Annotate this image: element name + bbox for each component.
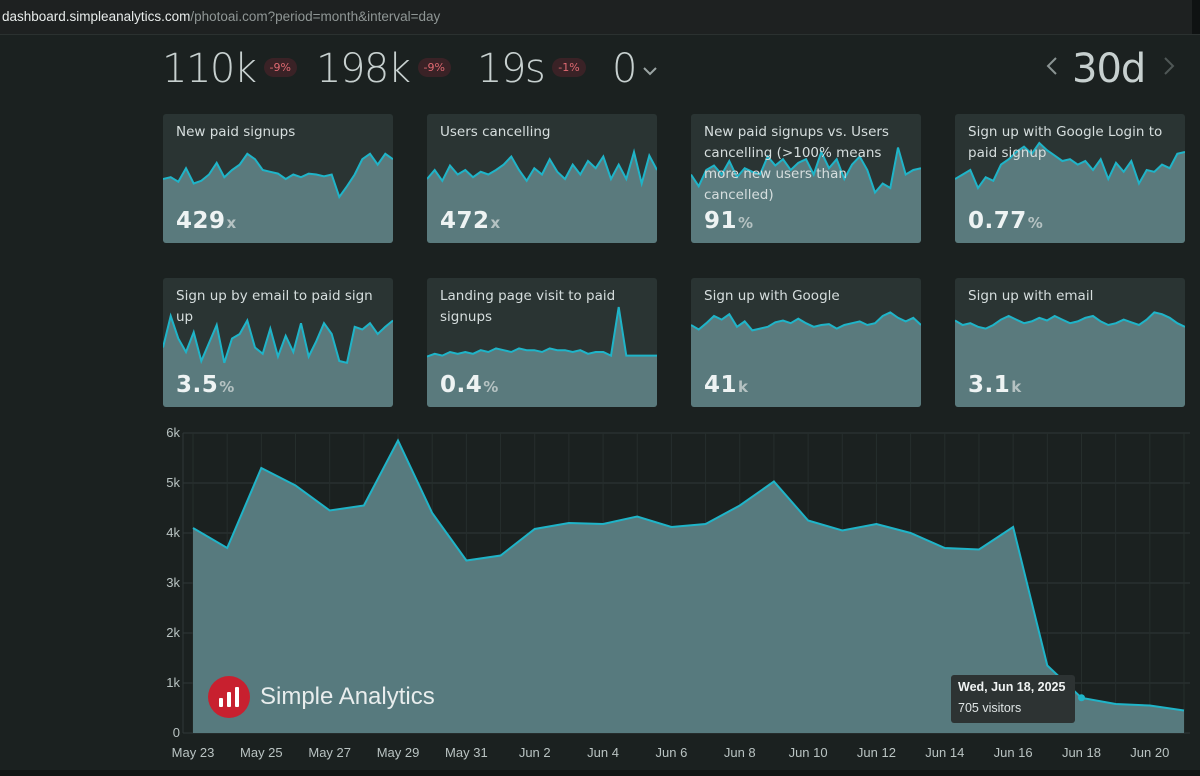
- goal-sparkline: [427, 148, 657, 243]
- goal-sparkline: [427, 306, 657, 407]
- goal-card[interactable]: Sign up with email 3.1k: [955, 278, 1185, 407]
- goal-card[interactable]: New paid signups 429x: [163, 114, 393, 243]
- sparkline-line: [691, 147, 921, 195]
- goal-card[interactable]: New paid signups vs. Users cancelling (>…: [691, 114, 921, 243]
- x-tick-label: May 29: [377, 745, 420, 760]
- goal-value: 429x: [176, 208, 237, 234]
- hover-point[interactable]: [1077, 694, 1085, 702]
- goal-title: Users cancelling: [440, 124, 551, 140]
- goal-sparkline: [163, 152, 393, 243]
- goal-title: Sign up by email to paid sign up: [176, 288, 373, 325]
- sparkline-area: [163, 316, 393, 407]
- x-tick-label: Jun 10: [789, 745, 828, 760]
- sparkline-line: [955, 311, 1185, 330]
- x-tick-label: May 25: [240, 745, 283, 760]
- x-tick-label: Jun 18: [1062, 745, 1101, 760]
- y-tick-label: 2k: [166, 625, 180, 640]
- y-tick-label: 5k: [166, 475, 180, 490]
- kpi-delta: -1%: [552, 57, 586, 77]
- x-tick-label: May 27: [308, 745, 351, 760]
- goal-value: 3.1k: [968, 372, 1022, 398]
- sparkline-line: [163, 312, 393, 365]
- y-tick-label: 6k: [166, 425, 180, 440]
- kpi-value: 0: [612, 46, 637, 92]
- goal-value: 472x: [440, 208, 501, 234]
- y-tick-label: 3k: [166, 575, 180, 590]
- goal-title: New paid signups: [176, 124, 296, 140]
- kpi-pageviews[interactable]: 110k -9%: [162, 44, 297, 94]
- kpi-value: 19s: [477, 46, 546, 92]
- x-tick-label: Jun 4: [587, 745, 619, 760]
- x-tick-label: Jun 2: [519, 745, 551, 760]
- goal-card[interactable]: Sign up with Google 41k: [691, 278, 921, 407]
- sparkline-area: [427, 307, 657, 407]
- period-selector: 30d: [1046, 44, 1175, 94]
- chevron-down-icon[interactable]: [642, 62, 658, 80]
- kpi-visitors[interactable]: 198k -9%: [316, 44, 451, 94]
- sparkline-line: [427, 148, 657, 188]
- chevron-left-icon[interactable]: [1046, 56, 1058, 82]
- x-tick-label: May 31: [445, 745, 488, 760]
- sparkline-line: [163, 152, 393, 200]
- kpi-delta: -9%: [263, 57, 297, 77]
- goal-sparkline: [955, 141, 1185, 243]
- goal-card[interactable]: Users cancelling 472x: [427, 114, 657, 243]
- chevron-right-icon[interactable]: [1163, 56, 1175, 82]
- tooltip-value: 705 visitors: [958, 701, 1022, 715]
- url-host: dashboard.simpleanalytics.com: [2, 9, 191, 24]
- goal-sparkline: [163, 312, 393, 407]
- kpi-value: 198k: [316, 46, 411, 92]
- sparkline-line: [427, 306, 657, 358]
- y-tick-label: 4k: [166, 525, 180, 540]
- kpi-delta: -9%: [417, 57, 451, 77]
- brand-watermark: Simple Analytics: [208, 676, 435, 718]
- x-tick-label: May 23: [172, 745, 215, 760]
- kpi-live[interactable]: 0: [612, 44, 658, 94]
- goal-sparkline: [691, 147, 921, 243]
- x-tick-label: Jun 8: [724, 745, 756, 760]
- window-bottom-edge: [0, 770, 1200, 776]
- goal-title: Sign up with email: [968, 288, 1094, 304]
- goal-value: 0.4%: [440, 372, 499, 398]
- goal-card[interactable]: Sign up with Google Login to paid signup…: [955, 114, 1185, 243]
- sparkline-line: [691, 311, 921, 332]
- x-tick-label: Jun 16: [994, 745, 1033, 760]
- goal-title: Landing page visit to paid signups: [440, 288, 616, 325]
- simple-analytics-logo-icon: [208, 676, 250, 718]
- y-tick-label: 1k: [166, 675, 180, 690]
- visitors-area: [193, 440, 1184, 733]
- sparkline-area: [163, 153, 393, 243]
- sparkline-area: [691, 147, 921, 243]
- url-path: /photoai.com?period=month&interval=day: [190, 9, 441, 24]
- goal-value: 91%: [704, 208, 754, 234]
- chart-tooltip: Wed, Jun 18, 2025 705 visitors: [951, 675, 1075, 723]
- goal-title: New paid signups vs. Users cancelling (>…: [704, 124, 889, 203]
- goal-title: Sign up with Google: [704, 288, 840, 304]
- goal-sparkline: [955, 311, 1185, 407]
- brand-name: Simple Analytics: [260, 683, 435, 710]
- period-value[interactable]: 30d: [1072, 46, 1146, 92]
- goal-card[interactable]: Sign up by email to paid sign up 3.5%: [163, 278, 393, 407]
- x-tick-label: Jun 14: [925, 745, 964, 760]
- goal-sparkline: [691, 311, 921, 407]
- x-tick-label: Jun 6: [656, 745, 688, 760]
- kpi-time-on-page[interactable]: 19s -1%: [477, 44, 586, 94]
- goal-title: Sign up with Google Login to paid signup: [968, 124, 1163, 161]
- visitors-line: [192, 438, 1185, 712]
- sparkline-area: [691, 312, 921, 407]
- goal-value: 0.77%: [968, 208, 1044, 234]
- x-tick-label: Jun 20: [1130, 745, 1169, 760]
- goal-value: 41k: [704, 372, 749, 398]
- y-tick-label: 0: [173, 725, 180, 740]
- kpi-value: 110k: [162, 46, 257, 92]
- goal-value: 3.5%: [176, 372, 235, 398]
- browser-edge: [1192, 0, 1200, 34]
- x-tick-label: Jun 12: [857, 745, 896, 760]
- sparkline-line: [955, 141, 1185, 191]
- sparkline-area: [427, 152, 657, 243]
- tooltip-date: Wed, Jun 18, 2025: [958, 680, 1066, 694]
- sparkline-area: [955, 312, 1185, 407]
- goal-card[interactable]: Landing page visit to paid signups 0.4%: [427, 278, 657, 407]
- browser-url-bar[interactable]: dashboard.simpleanalytics.com/photoai.co…: [0, 0, 1200, 35]
